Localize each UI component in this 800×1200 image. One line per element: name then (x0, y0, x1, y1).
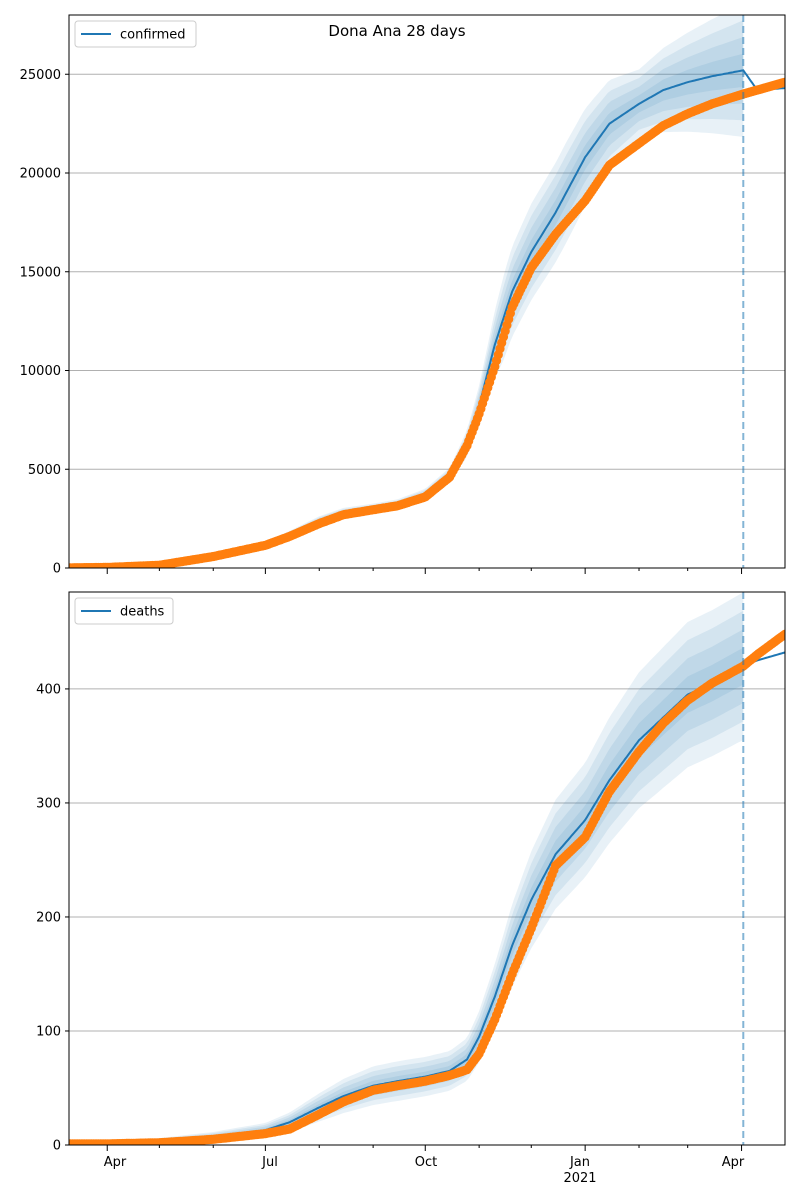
deaths-observed-point (780, 629, 785, 639)
deaths-y-tick-label-200: 200 (36, 910, 61, 925)
x-tick-label-year: 2021 (563, 1171, 596, 1186)
confirmed-y-tick-label-0: 0 (53, 562, 61, 577)
deaths-y-tick-label-300: 300 (36, 796, 61, 811)
deaths-gridlines (69, 688, 785, 1032)
confirmed-band-4 (69, 53, 744, 568)
confirmed-band-3 (69, 37, 744, 568)
confirmed-y-tick-label-5000: 5000 (28, 463, 61, 478)
confirmed-x-ticks (106, 568, 743, 574)
deaths-legend-box (74, 597, 174, 625)
x-axis-labels: Apr Jul Oct Jan 2021 Apr (104, 1155, 745, 1186)
confirmed-y-axis: 0 5000 10000 15000 20000 25000 (20, 68, 69, 577)
confirmed-y-tick-label-15000: 15000 (20, 265, 61, 280)
deaths-y-tick-label-100: 100 (36, 1024, 61, 1039)
confirmed-y-tick-label-20000: 20000 (20, 167, 61, 182)
confirmed-y-tick-label-10000: 10000 (20, 364, 61, 379)
deaths-y-tick-label-400: 400 (36, 682, 61, 697)
deaths-y-tick-label-0: 0 (53, 1139, 61, 1154)
confirmed-uncertainty-bands (69, 15, 744, 568)
confirmed-plot-frame (68, 14, 786, 569)
confirmed-band-2 (69, 20, 744, 568)
confirmed-legend: confirmed (74, 20, 197, 48)
x-tick-label-jul: Jul (261, 1155, 278, 1170)
deaths-panel: 0 100 200 300 400 Apr Jul Oct Jan 2021 Apr d… (36, 591, 786, 1186)
confirmed-y-tick-label-25000: 25000 (20, 68, 61, 83)
deaths-y-axis: 0 100 200 300 400 (36, 682, 69, 1154)
confirmed-legend-box (74, 20, 197, 48)
deaths-band-3 (69, 629, 744, 1145)
x-tick-label-apr-2021: Apr (722, 1155, 745, 1170)
deaths-legend-label: deaths (120, 605, 165, 620)
confirmed-observed-point (780, 77, 785, 87)
deaths-legend: deaths (74, 597, 174, 625)
deaths-band-2 (69, 610, 744, 1145)
x-tick-label-apr-2020: Apr (104, 1155, 127, 1170)
confirmed-panel: 0 5000 10000 15000 20000 25000 confirmed (20, 14, 786, 577)
x-tick-label-oct: Oct (415, 1155, 437, 1170)
confirmed-band-1 (69, 15, 744, 568)
confirmed-observed-points (69, 77, 785, 568)
confirmed-gridlines (69, 73, 785, 470)
deaths-band-1 (69, 592, 744, 1145)
confirmed-legend-label: confirmed (120, 28, 186, 43)
deaths-band-4 (69, 647, 744, 1145)
deaths-uncertainty-bands (69, 592, 744, 1145)
x-tick-label-jan: Jan (569, 1155, 590, 1170)
figure-title: Dona Ana 28 days (328, 22, 465, 40)
deaths-plot-frame (68, 591, 786, 1146)
deaths-observed-points (69, 629, 785, 1145)
deaths-x-ticks (106, 1145, 743, 1151)
